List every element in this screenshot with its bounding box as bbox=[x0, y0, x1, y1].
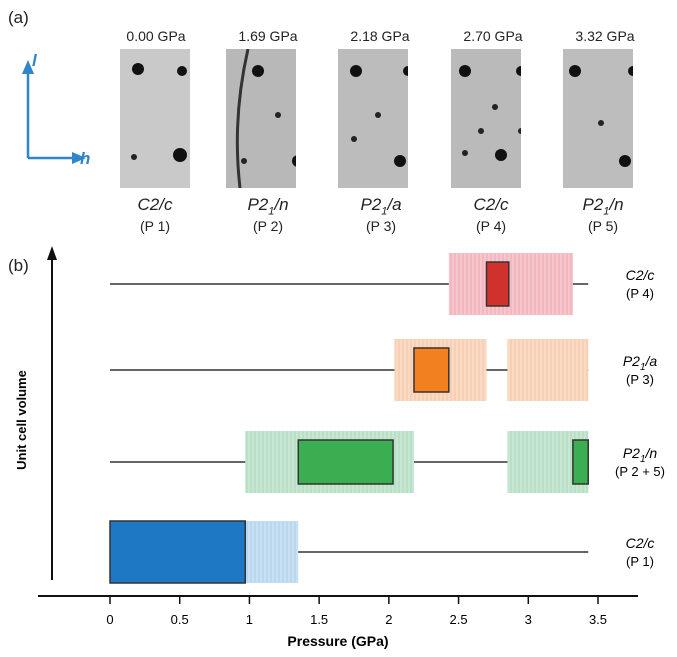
row-space-group-label: C2/c bbox=[626, 535, 655, 551]
x-tick-label: 2.5 bbox=[450, 612, 468, 627]
phase-solid-bar bbox=[572, 439, 589, 485]
phase-light-bar bbox=[448, 253, 573, 315]
phase-label-5: (P 5) bbox=[587, 218, 619, 234]
phase-label-1: (P 1) bbox=[139, 218, 171, 234]
h-axis-label: h bbox=[80, 149, 90, 168]
phase-solid-bar bbox=[413, 347, 450, 393]
phase-light-bar bbox=[507, 339, 589, 401]
l-axis-label: l bbox=[32, 51, 38, 70]
x-tick-label: 3.5 bbox=[589, 612, 607, 627]
phase-label-3: (P 3) bbox=[365, 218, 397, 234]
x-tick-label: 0 bbox=[106, 612, 113, 627]
x-tick-label: 1.5 bbox=[310, 612, 328, 627]
y-axis-title: Unit cell volume bbox=[14, 370, 29, 470]
row-phase-label: (P 2 + 5) bbox=[615, 464, 665, 479]
phase-rows bbox=[109, 253, 589, 584]
h-arrowhead bbox=[72, 152, 86, 164]
space-group-label-5: P21/n bbox=[582, 195, 624, 218]
diffraction-image-1 bbox=[120, 49, 190, 188]
pressure-label-1: 0.00 GPa bbox=[126, 28, 186, 44]
space-group-label-4: C2/c bbox=[473, 195, 509, 214]
phase-label-4: (P 4) bbox=[475, 218, 507, 234]
row-phase-label: (P 1) bbox=[626, 554, 654, 569]
x-tick-label: 0.5 bbox=[171, 612, 189, 627]
row-phase-label: (P 4) bbox=[626, 286, 654, 301]
phase-solid-bar bbox=[109, 520, 246, 584]
pressure-label-4: 2.70 GPa bbox=[463, 28, 523, 44]
x-tick-label: 1 bbox=[246, 612, 253, 627]
pressure-label-2: 1.69 GPa bbox=[238, 28, 298, 44]
diffraction-image-2 bbox=[226, 49, 296, 188]
space-group-label-1: C2/c bbox=[137, 195, 173, 214]
x-axis-ticks: 0 0.5 1 1.5 2 2.5 3 3.5 bbox=[106, 596, 607, 627]
x-axis-title: Pressure (GPa) bbox=[287, 633, 388, 649]
y-axis-arrowhead bbox=[47, 246, 57, 260]
panel-a-label: (a) bbox=[8, 8, 29, 27]
crystal-axes-diagram: l h bbox=[22, 51, 90, 168]
panel-b-label: (b) bbox=[8, 256, 29, 275]
phase-light-bar bbox=[245, 521, 299, 583]
phase-solid-bar bbox=[485, 261, 510, 307]
pressure-phase-chart: Unit cell volume Pressure (GPa) 0 0.5 1 1.5… bbox=[14, 246, 665, 649]
pressure-label-3: 2.18 GPa bbox=[350, 28, 410, 44]
row-labels: C2/c (P 4) P21/a(P 3) P21/n(P 2 + 5) C2/c (P … bbox=[615, 267, 665, 569]
x-tick-label: 3 bbox=[525, 612, 532, 627]
row-space-group-label: C2/c bbox=[626, 267, 655, 283]
diffraction-image-5 bbox=[563, 49, 633, 188]
space-group-label-2: P21/n bbox=[247, 195, 289, 218]
row-space-group-label: P21/n bbox=[623, 445, 658, 465]
phase-label-2: (P 2) bbox=[252, 218, 284, 234]
diffraction-image-3 bbox=[338, 49, 408, 188]
row-phase-label: (P 3) bbox=[626, 372, 654, 387]
pressure-label-5: 3.32 GPa bbox=[575, 28, 635, 44]
phase-solid-bar bbox=[297, 439, 394, 485]
l-arrowhead bbox=[22, 60, 34, 74]
diffraction-image-4 bbox=[451, 49, 521, 188]
space-group-label-3: P21/a bbox=[360, 195, 402, 218]
row-space-group-label: P21/a bbox=[623, 353, 658, 373]
x-tick-label: 2 bbox=[385, 612, 392, 627]
